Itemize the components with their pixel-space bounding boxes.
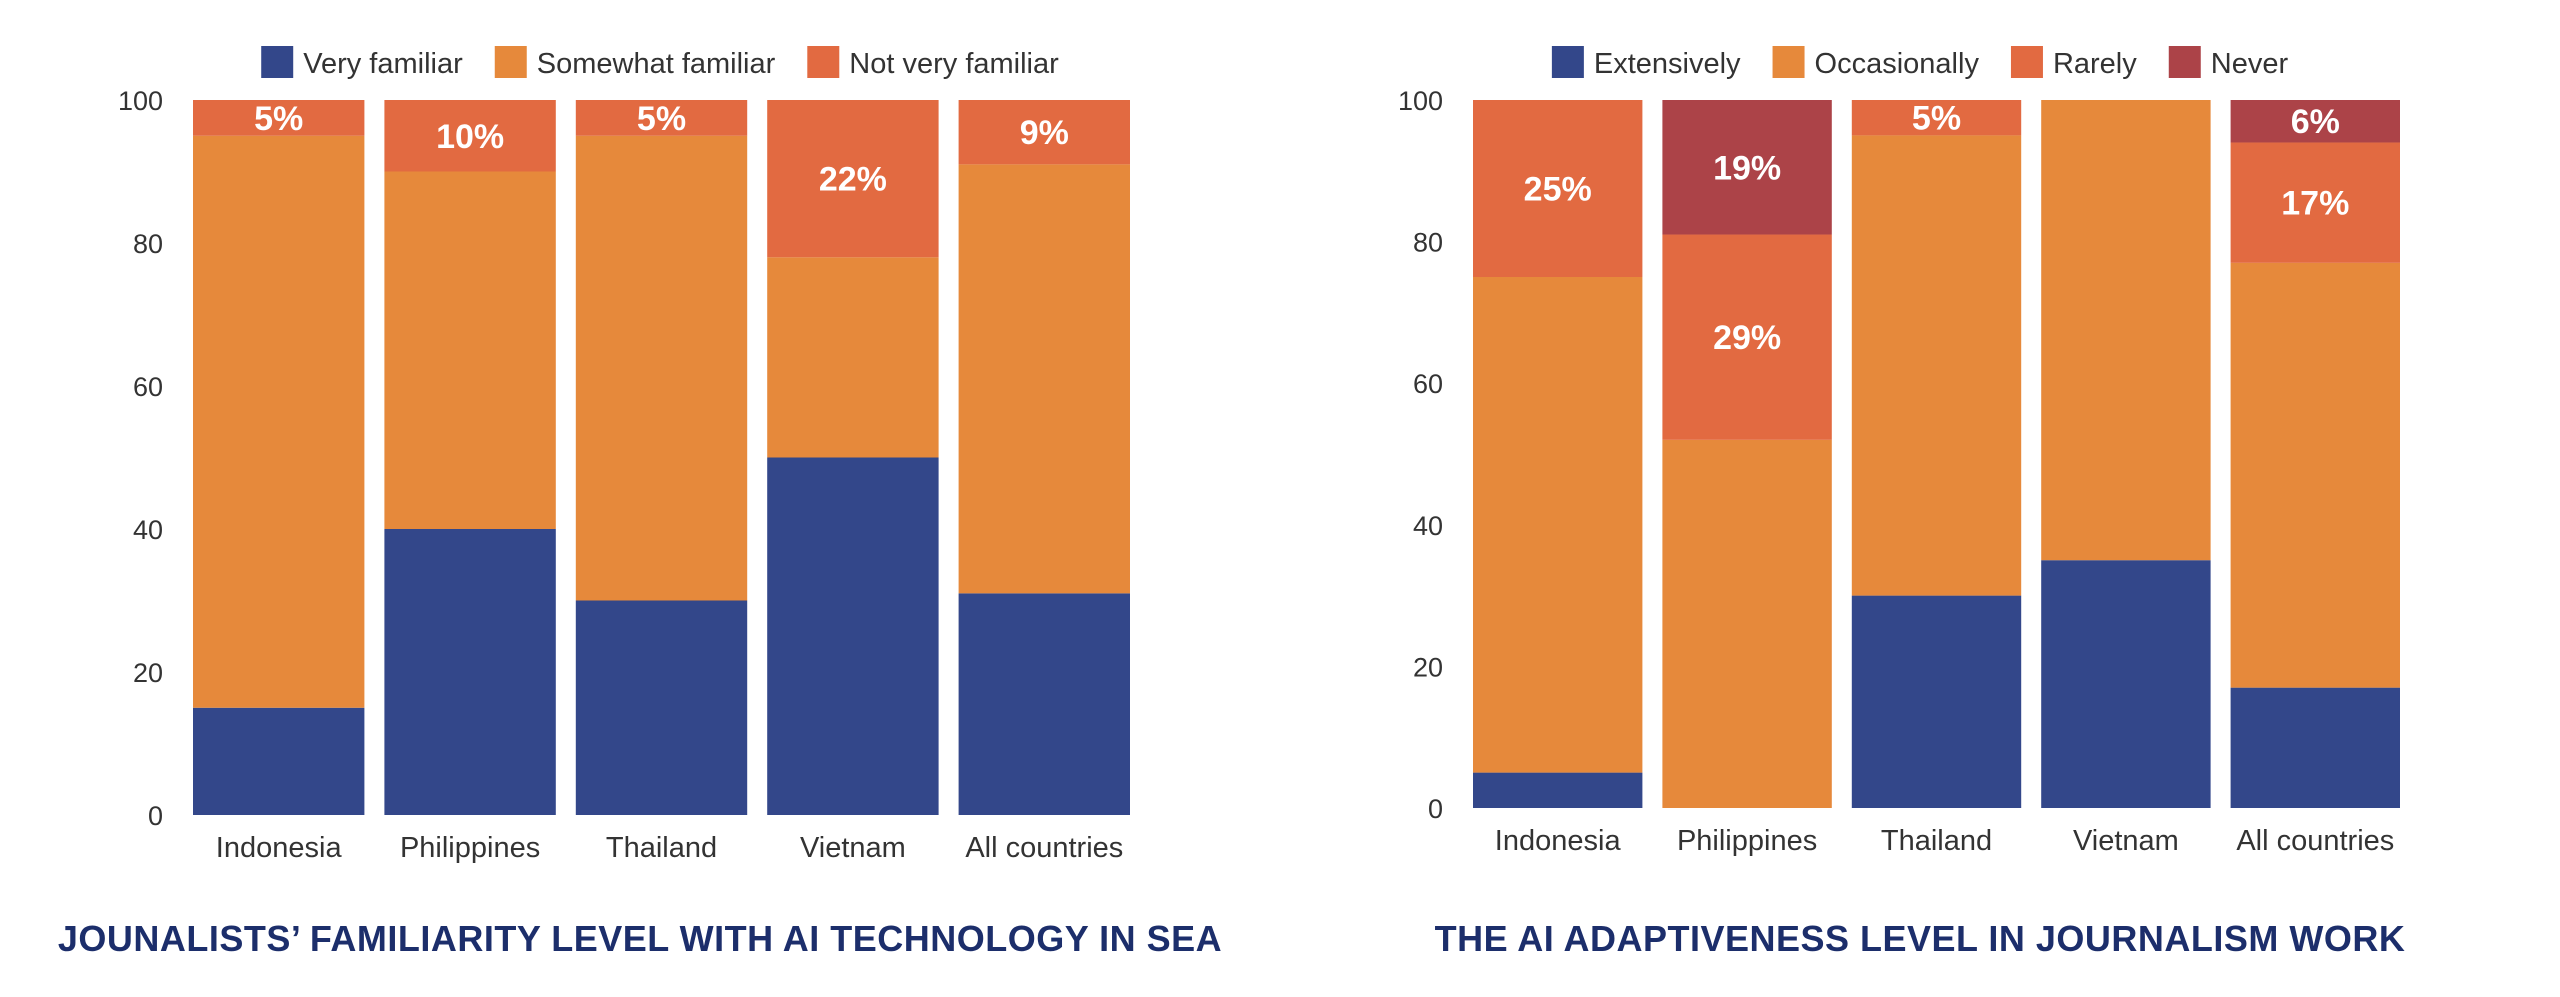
data-label-all-countries-never: 6% bbox=[2291, 103, 2340, 141]
data-label-thailand-rarely: 5% bbox=[1912, 100, 1961, 138]
bar-segment-philippines-rarely bbox=[1662, 234, 1832, 440]
legend-label-rarely: Rarely bbox=[2053, 48, 2137, 80]
x-tick-label-philippines: Philippines bbox=[400, 832, 540, 864]
y-tick-label: 20 bbox=[1413, 652, 1443, 682]
x-tick-label-all-countries: All countries bbox=[965, 832, 1123, 864]
data-label-vietnam-not-very-familiar: 22% bbox=[819, 161, 887, 199]
legend-swatch-occasionally bbox=[1772, 46, 1805, 78]
bar-segment-philippines-occasionally bbox=[1662, 439, 1832, 808]
legend-item-occasionally: Occasionally bbox=[1772, 46, 1980, 80]
bar-segment-all-countries-not-very-familiar bbox=[958, 100, 1130, 165]
x-tick-label-philippines: Philippines bbox=[1677, 825, 1817, 857]
y-tick-label: 100 bbox=[1398, 86, 1443, 116]
y-tick-label: 100 bbox=[118, 86, 163, 116]
bar-segment-vietnam-occasionally bbox=[2041, 100, 2211, 561]
bar-segment-all-countries-rarely bbox=[2230, 142, 2400, 263]
legend-swatch-extensively bbox=[1551, 46, 1584, 78]
data-label-thailand-not-very-familiar: 5% bbox=[637, 100, 686, 138]
data-label-indonesia-not-very-familiar: 5% bbox=[254, 100, 303, 138]
legend-item-very-familiar: Very familiar bbox=[261, 46, 463, 80]
bar-segment-vietnam-very-familiar bbox=[767, 457, 939, 815]
y-tick-label: 20 bbox=[133, 658, 163, 688]
legend-label-not-very-familiar: Not very familiar bbox=[849, 48, 1059, 80]
legend-swatch-never bbox=[2168, 46, 2201, 78]
data-label-indonesia-rarely: 25% bbox=[1524, 171, 1592, 209]
bar-segment-indonesia-not-very-familiar bbox=[193, 100, 365, 136]
y-tick-label: 40 bbox=[133, 515, 163, 545]
legend-label-very-familiar: Very familiar bbox=[303, 48, 463, 80]
legend-label-extensively: Extensively bbox=[1594, 48, 1741, 80]
familiarity-chart-title: JOUNALISTS’ FAMILIARITY LEVEL WITH AI TE… bbox=[57, 918, 1223, 959]
data-label-all-countries-not-very-familiar: 9% bbox=[1020, 114, 1069, 152]
bar-segment-philippines-very-familiar bbox=[384, 529, 556, 815]
bar-segment-philippines-not-very-familiar bbox=[384, 100, 556, 172]
bar-segment-all-countries-extensively bbox=[2230, 687, 2400, 808]
bar-segment-indonesia-occasionally bbox=[1473, 277, 1643, 773]
data-label-all-countries-rarely: 17% bbox=[2281, 185, 2349, 223]
data-label-philippines-not-very-familiar: 10% bbox=[436, 118, 504, 156]
bar-segment-indonesia-extensively bbox=[1473, 772, 1643, 808]
bar-segment-thailand-extensively bbox=[1851, 595, 2022, 808]
y-tick-label: 0 bbox=[148, 801, 163, 831]
x-tick-label-all-countries: All countries bbox=[2236, 825, 2394, 857]
x-tick-label-vietnam: Vietnam bbox=[800, 832, 906, 864]
legend-item-not-very-familiar: Not very familiar bbox=[807, 46, 1059, 80]
bar-segment-indonesia-rarely bbox=[1473, 100, 1643, 277]
legend: Very familiar Somewhat familiar Not very f… bbox=[261, 46, 1059, 80]
y-tick-label: 60 bbox=[1413, 369, 1443, 399]
x-tick-label-indonesia: Indonesia bbox=[216, 832, 343, 864]
legend-item-never: Never bbox=[2168, 46, 2289, 80]
bar-segment-all-countries-very-familiar bbox=[958, 593, 1130, 815]
adaptiveness-chart-panel: 0 20 40 60 80 100 Indonesia Philippines Thailand… bbox=[1280, 0, 2560, 997]
bar-segment-thailand-very-familiar bbox=[575, 600, 748, 815]
bar-segment-vietnam-not-very-familiar bbox=[767, 100, 939, 258]
x-tick-label-indonesia: Indonesia bbox=[1495, 825, 1622, 857]
x-tick-label-vietnam: Vietnam bbox=[2073, 825, 2179, 857]
bar-segment-thailand-rarely bbox=[1851, 100, 2022, 136]
x-tick-label-thailand: Thailand bbox=[1881, 825, 1992, 857]
adaptiveness-chart-title: THE AI ADAPTIVENESS LEVEL IN JOURNALISM … bbox=[1434, 918, 2406, 959]
legend-item-extensively: Extensively bbox=[1551, 46, 1741, 80]
bar-segment-all-countries-never bbox=[2230, 100, 2400, 143]
familiarity-chart: 0 20 40 60 80 100 Indonesia Philippines Thailand… bbox=[118, 46, 1130, 864]
y-tick-label: 60 bbox=[133, 372, 163, 402]
legend-label-somewhat-familiar: Somewhat familiar bbox=[537, 48, 776, 80]
legend: Extensively Occasionally Rarely Never bbox=[1551, 46, 2289, 80]
legend-item-somewhat-familiar: Somewhat familiar bbox=[494, 46, 776, 80]
y-tick-label: 80 bbox=[133, 229, 163, 259]
bar-segment-all-countries-somewhat-familiar bbox=[958, 164, 1130, 594]
bar-segment-indonesia-somewhat-familiar bbox=[193, 135, 365, 708]
y-tick-label: 40 bbox=[1413, 511, 1443, 541]
bar-segment-indonesia-very-familiar bbox=[193, 707, 365, 815]
bar-segment-vietnam-extensively bbox=[2041, 560, 2211, 808]
legend-swatch-rarely bbox=[2010, 46, 2043, 78]
legend-swatch-somewhat-familiar bbox=[494, 46, 527, 78]
legend-swatch-very-familiar bbox=[261, 46, 294, 78]
adaptiveness-chart: 0 20 40 60 80 100 Indonesia Philippines Thailand… bbox=[1398, 46, 2400, 857]
data-label-philippines-rarely: 29% bbox=[1713, 319, 1781, 357]
legend-swatch-not-very-familiar bbox=[807, 46, 840, 78]
bar-segment-thailand-somewhat-familiar bbox=[575, 135, 748, 601]
bar-segment-philippines-somewhat-familiar bbox=[384, 171, 556, 529]
bar-segment-thailand-not-very-familiar bbox=[575, 100, 748, 136]
legend-item-rarely: Rarely bbox=[2010, 46, 2137, 80]
bar-segment-thailand-occasionally bbox=[1851, 135, 2022, 596]
bar-segment-all-countries-occasionally bbox=[2230, 262, 2400, 688]
bar-segment-vietnam-somewhat-familiar bbox=[767, 257, 939, 458]
familiarity-chart-panel: 0 20 40 60 80 100 Indonesia Philippines Thailand… bbox=[57, 46, 1223, 959]
y-tick-label: 80 bbox=[1413, 228, 1443, 258]
legend-label-occasionally: Occasionally bbox=[1815, 48, 1980, 80]
data-label-philippines-never: 19% bbox=[1713, 149, 1781, 187]
legend-label-never: Never bbox=[2211, 48, 2289, 80]
y-tick-label: 0 bbox=[1428, 794, 1443, 824]
bar-segment-philippines-never bbox=[1662, 100, 1832, 235]
x-tick-label-thailand: Thailand bbox=[606, 832, 717, 864]
